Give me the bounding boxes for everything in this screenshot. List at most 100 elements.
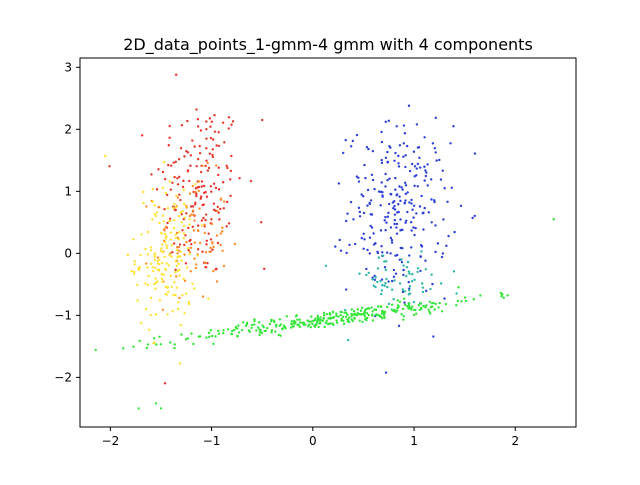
data-point xyxy=(459,204,463,207)
data-point xyxy=(146,266,149,269)
data-point xyxy=(156,280,159,283)
data-point xyxy=(222,200,226,203)
data-point xyxy=(367,313,370,317)
data-point xyxy=(184,262,188,265)
data-point xyxy=(349,200,353,204)
data-point xyxy=(153,255,156,259)
data-point xyxy=(205,147,208,150)
data-point xyxy=(155,211,159,214)
data-point xyxy=(206,262,209,265)
data-point xyxy=(335,314,338,318)
data-point xyxy=(402,318,405,321)
data-point xyxy=(192,229,196,232)
data-point xyxy=(180,213,183,216)
data-point xyxy=(183,253,186,256)
data-point xyxy=(410,162,414,166)
data-point xyxy=(434,151,437,154)
data-point xyxy=(258,328,261,331)
data-point xyxy=(393,218,397,222)
data-point xyxy=(270,331,273,334)
data-point xyxy=(374,275,377,279)
data-point xyxy=(162,273,165,277)
data-point xyxy=(346,318,350,321)
data-point xyxy=(392,207,395,210)
data-point xyxy=(344,138,347,142)
data-point xyxy=(181,294,184,297)
data-point xyxy=(393,279,396,282)
data-point xyxy=(179,198,182,202)
data-point xyxy=(411,305,414,308)
data-point xyxy=(190,332,193,335)
data-point xyxy=(175,194,178,197)
data-point xyxy=(339,310,342,314)
data-point xyxy=(433,199,436,202)
data-point xyxy=(163,255,166,258)
data-point xyxy=(240,328,244,332)
data-point xyxy=(369,213,372,216)
data-point xyxy=(212,202,216,205)
data-point xyxy=(401,247,404,250)
data-point xyxy=(346,313,349,316)
data-point xyxy=(151,218,154,221)
data-point xyxy=(413,278,416,282)
data-point xyxy=(208,152,212,155)
data-point xyxy=(231,329,234,333)
data-point xyxy=(404,184,408,187)
data-point xyxy=(173,202,176,206)
data-point xyxy=(173,346,176,350)
data-point xyxy=(233,242,237,246)
data-point xyxy=(421,286,425,289)
data-point xyxy=(190,213,193,216)
data-point xyxy=(395,226,398,229)
data-point xyxy=(345,251,348,255)
data-point xyxy=(473,214,476,218)
data-point xyxy=(361,320,364,324)
data-point xyxy=(175,246,179,249)
data-point xyxy=(199,129,203,132)
data-point xyxy=(368,201,371,205)
data-point xyxy=(138,265,141,269)
data-point xyxy=(183,312,186,315)
data-point xyxy=(173,175,176,179)
data-point xyxy=(429,305,433,309)
data-point xyxy=(282,324,286,327)
data-point xyxy=(196,118,200,121)
data-point xyxy=(183,216,187,219)
data-point xyxy=(261,118,264,122)
data-point xyxy=(472,298,476,301)
data-point xyxy=(229,194,232,198)
data-point xyxy=(207,232,210,235)
data-point xyxy=(393,204,396,208)
data-point xyxy=(457,286,460,289)
data-point xyxy=(210,334,214,338)
data-point xyxy=(346,212,349,215)
data-point xyxy=(241,321,245,324)
data-point xyxy=(306,319,309,322)
data-point xyxy=(373,187,376,191)
data-point xyxy=(182,277,185,281)
data-point xyxy=(408,272,411,275)
data-point xyxy=(250,326,253,330)
data-point xyxy=(446,200,449,203)
data-point xyxy=(178,296,181,300)
data-point xyxy=(416,185,419,188)
x-tick-label: 2 xyxy=(511,434,519,448)
data-point xyxy=(191,139,194,142)
data-point xyxy=(154,277,157,280)
data-point xyxy=(149,296,153,299)
data-point xyxy=(274,330,277,333)
data-point xyxy=(165,193,169,197)
data-point xyxy=(185,240,188,244)
data-point xyxy=(464,299,468,303)
data-point xyxy=(202,184,206,188)
data-point xyxy=(434,224,437,227)
data-point xyxy=(363,238,366,241)
data-point xyxy=(236,335,239,338)
data-point xyxy=(185,212,188,215)
data-point xyxy=(193,241,197,244)
data-point xyxy=(182,232,186,235)
data-point xyxy=(298,325,302,329)
data-point xyxy=(360,236,364,240)
data-point xyxy=(397,165,401,168)
data-point xyxy=(170,243,174,247)
